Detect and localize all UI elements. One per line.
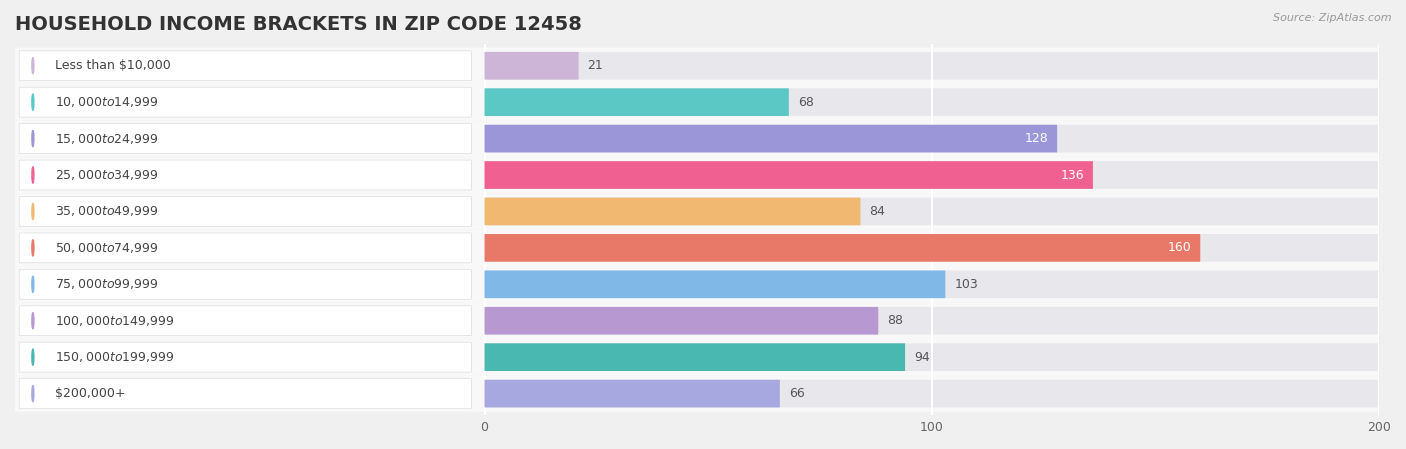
FancyBboxPatch shape — [485, 307, 1379, 335]
FancyBboxPatch shape — [15, 266, 1379, 303]
FancyBboxPatch shape — [20, 87, 471, 117]
Text: $100,000 to $149,999: $100,000 to $149,999 — [55, 314, 174, 328]
Text: $25,000 to $34,999: $25,000 to $34,999 — [55, 168, 159, 182]
Text: $75,000 to $99,999: $75,000 to $99,999 — [55, 277, 159, 291]
Text: 66: 66 — [789, 387, 804, 400]
Circle shape — [32, 313, 34, 329]
Circle shape — [32, 276, 34, 292]
FancyBboxPatch shape — [20, 379, 471, 409]
Text: 21: 21 — [588, 59, 603, 72]
Circle shape — [32, 167, 34, 183]
FancyBboxPatch shape — [485, 270, 945, 298]
FancyBboxPatch shape — [20, 342, 471, 372]
FancyBboxPatch shape — [15, 230, 1379, 266]
FancyBboxPatch shape — [485, 161, 1092, 189]
FancyBboxPatch shape — [485, 234, 1379, 262]
FancyBboxPatch shape — [485, 88, 1379, 116]
FancyBboxPatch shape — [20, 306, 471, 336]
FancyBboxPatch shape — [485, 125, 1057, 153]
FancyBboxPatch shape — [485, 88, 789, 116]
FancyBboxPatch shape — [15, 193, 1379, 230]
Text: 94: 94 — [914, 351, 929, 364]
FancyBboxPatch shape — [15, 157, 1379, 193]
FancyBboxPatch shape — [485, 198, 860, 225]
FancyBboxPatch shape — [20, 269, 471, 299]
FancyBboxPatch shape — [15, 339, 1379, 375]
FancyBboxPatch shape — [485, 380, 1379, 407]
FancyBboxPatch shape — [15, 303, 1379, 339]
Circle shape — [32, 203, 34, 220]
Text: Source: ZipAtlas.com: Source: ZipAtlas.com — [1274, 13, 1392, 23]
Circle shape — [32, 94, 34, 110]
FancyBboxPatch shape — [485, 52, 1379, 79]
Text: 68: 68 — [797, 96, 814, 109]
Circle shape — [32, 386, 34, 401]
FancyBboxPatch shape — [15, 120, 1379, 157]
Circle shape — [32, 58, 34, 74]
FancyBboxPatch shape — [20, 123, 471, 154]
Text: HOUSEHOLD INCOME BRACKETS IN ZIP CODE 12458: HOUSEHOLD INCOME BRACKETS IN ZIP CODE 12… — [15, 15, 582, 34]
Circle shape — [32, 240, 34, 256]
FancyBboxPatch shape — [485, 343, 1379, 371]
FancyBboxPatch shape — [485, 161, 1379, 189]
Text: $200,000+: $200,000+ — [55, 387, 125, 400]
FancyBboxPatch shape — [485, 307, 879, 335]
FancyBboxPatch shape — [485, 343, 905, 371]
Text: $150,000 to $199,999: $150,000 to $199,999 — [55, 350, 174, 364]
Circle shape — [32, 131, 34, 147]
Text: $35,000 to $49,999: $35,000 to $49,999 — [55, 204, 159, 219]
FancyBboxPatch shape — [485, 52, 579, 79]
FancyBboxPatch shape — [20, 197, 471, 226]
Circle shape — [32, 349, 34, 365]
FancyBboxPatch shape — [485, 198, 1379, 225]
Text: 103: 103 — [955, 278, 979, 291]
FancyBboxPatch shape — [485, 380, 780, 407]
FancyBboxPatch shape — [485, 125, 1379, 153]
FancyBboxPatch shape — [20, 160, 471, 190]
Text: 136: 136 — [1060, 168, 1084, 181]
Text: 128: 128 — [1025, 132, 1047, 145]
Text: Less than $10,000: Less than $10,000 — [55, 59, 172, 72]
Text: 160: 160 — [1167, 242, 1191, 255]
Text: $15,000 to $24,999: $15,000 to $24,999 — [55, 132, 159, 145]
Text: 84: 84 — [869, 205, 886, 218]
Text: $10,000 to $14,999: $10,000 to $14,999 — [55, 95, 159, 109]
FancyBboxPatch shape — [15, 84, 1379, 120]
FancyBboxPatch shape — [20, 51, 471, 81]
FancyBboxPatch shape — [485, 270, 1379, 298]
FancyBboxPatch shape — [15, 48, 1379, 84]
FancyBboxPatch shape — [485, 234, 1201, 262]
FancyBboxPatch shape — [20, 233, 471, 263]
Text: 88: 88 — [887, 314, 903, 327]
Text: $50,000 to $74,999: $50,000 to $74,999 — [55, 241, 159, 255]
FancyBboxPatch shape — [15, 375, 1379, 412]
